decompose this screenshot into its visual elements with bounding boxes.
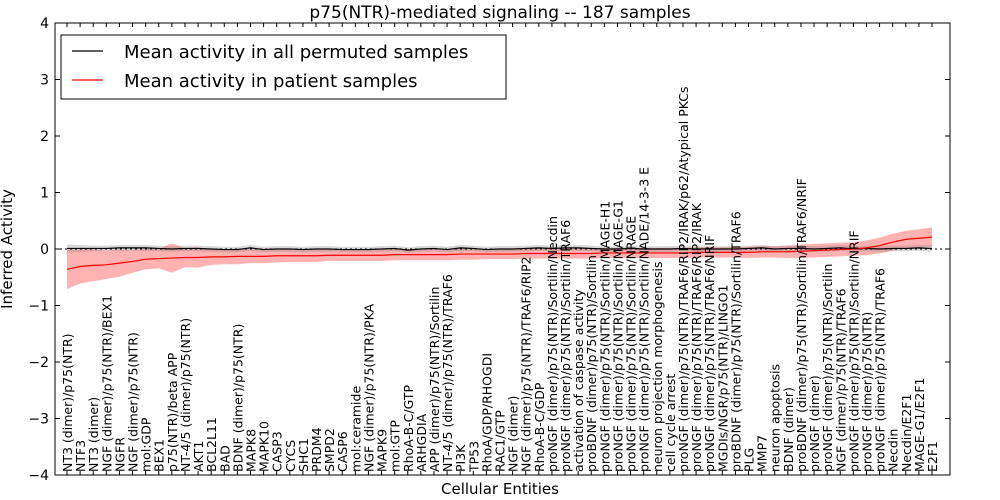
- x-tick-label: proNGF (dimer): [807, 375, 822, 472]
- x-tick-label: ARHGDIA: [414, 413, 429, 472]
- x-tick-label: BDNF (dimer)/p75(NTR): [230, 324, 245, 472]
- y-axis-label: Inferred Activity: [0, 189, 16, 309]
- x-tick-label: CASP3: [270, 431, 285, 472]
- x-tick-label: RhoA/GDP/RHOGDI: [479, 353, 494, 472]
- series-line-patient: [66, 236, 933, 270]
- x-tick-label: mol:GDP: [139, 417, 154, 472]
- x-tick-label: PI3K: [453, 444, 468, 472]
- y-tick-label: 1: [40, 186, 49, 202]
- x-tick-label: proBDNF (dimer)/p75(NTR)/Sortilin: [584, 255, 599, 472]
- x-tick-label: BCL2L11: [204, 417, 219, 472]
- x-tick-label: NGF (dimer)/p75(NTR)/TRAF6/RIP2: [519, 256, 534, 472]
- y-tick-label: 4: [40, 16, 49, 32]
- series-lines: [66, 236, 933, 270]
- x-tick-label: proNGF (dimer)/p75(NTR)/TRAF6/RIP2/IRAK/…: [676, 87, 691, 472]
- x-tick-label: proBDNF (dimer)/p75(NTR)/Sortilin/TRAF6: [728, 211, 743, 472]
- x-tick-label: NGF (dimer)/p75(NTR)/PKA: [361, 303, 376, 472]
- y-tick-label: 3: [40, 73, 49, 89]
- x-tick-label: Necdin: [886, 429, 901, 472]
- x-tick-label: NT3 (dimer): [86, 397, 101, 472]
- x-tick-label: proNGF (dimer)/p75(NTR): [859, 312, 874, 472]
- y-tick-label: 0: [40, 242, 49, 258]
- x-tick-label: NGF (dimer)/p75(NTR)/TRAF6: [833, 288, 848, 472]
- x-tick-label: proNGF (dimer)/p75(NTR)/Sortilin/Necdin: [545, 216, 560, 472]
- x-tick-label: MAGE-G1/E2F1: [912, 377, 927, 472]
- x-tick-label: Necdin/E2F1: [899, 394, 914, 472]
- y-tick-label: −2: [28, 355, 49, 371]
- y-tick-label: −3: [28, 412, 49, 428]
- x-tick-label: NT3 (dimer)/p75(NTR): [60, 333, 75, 472]
- x-tick-label: MAPK9: [375, 429, 390, 472]
- x-tick-label: TP53: [466, 441, 481, 473]
- x-tick-label: BAD: [217, 445, 232, 472]
- y-tick-label: −4: [28, 468, 49, 484]
- y-axis: 4 3 2 1 0 −1 −2 −3 −4: [28, 16, 950, 484]
- legend: Mean activity in all permuted samples Me…: [60, 34, 507, 100]
- x-tick-label: mol:GTP: [388, 420, 403, 472]
- legend-box: [60, 34, 507, 100]
- x-tick-label: SMPD2: [322, 428, 337, 472]
- x-tick-label: NGF (dimer)/p75(NTR)/BEX1: [99, 295, 114, 472]
- x-tick-label: proNGF (dimer)/p75(NTR)/Sortilin: [820, 264, 835, 472]
- x-tick-label: proNGF (dimer)/p75(NTR)/Sortilin/MAGE-G1: [610, 200, 625, 472]
- x-tick-label: NGF (dimer)/p75(NTR): [126, 332, 141, 472]
- x-tick-label: proNGF (dimer)/p75(NTR)/TRAF6/RIP2/IRAK: [689, 202, 704, 472]
- x-tick-label: proNGF (dimer)/p75(NTR)/Sortilin/NRIF: [846, 230, 861, 472]
- x-tick-label: proBDNF (dimer)/p75(NTR)/Sortilin/TRAF6/…: [794, 178, 809, 472]
- x-tick-label: neuron apoptosis: [768, 364, 783, 472]
- x-tick-label: CASP6: [335, 431, 350, 472]
- legend-label-patient: Mean activity in patient samples: [124, 71, 418, 92]
- x-tick-label: MMP7: [755, 435, 770, 472]
- x-tick-label: proNGF (dimer)/p75(NTR)/Sortilin/MAGE-H1: [597, 201, 612, 472]
- x-tick-label: proNGF (dimer)/p75(NTR)/TRAF6/NRIF: [702, 235, 717, 472]
- x-tick-label: SHC1: [296, 438, 311, 472]
- x-tick-label: AKT1: [191, 441, 206, 472]
- x-tick-label: NT-4/5 (dimer)/p75(NTR): [178, 318, 193, 472]
- x-tick-label: proNGF (dimer)/p75(NTR)/Sortilin/NRAGE: [624, 216, 639, 472]
- x-tick-label: PRDM4: [309, 427, 324, 472]
- x-tick-label: proNGF (dimer)/p75(NTR)/Sortilin/TRAF6: [558, 220, 573, 472]
- x-tick-label: NT-4/5 (dimer)/p75(NTR)/TRAF6: [440, 274, 455, 472]
- x-tick-label: BDNF (dimer): [781, 387, 796, 472]
- x-tick-label: RAC1/GTP: [493, 410, 508, 472]
- x-tick-label: MAPK8: [243, 429, 258, 472]
- band-patient-spread: [67, 227, 932, 290]
- x-tick-label: mol:ceramide: [348, 386, 363, 472]
- x-tick-label: cell cycle arrest: [663, 374, 678, 472]
- x-tick-label: E2F1: [925, 441, 940, 472]
- x-tick-label: NGF (dimer): [506, 396, 521, 472]
- x-tick-label: MGDIs/NGR/p75(NTR)/LINGO1: [715, 285, 730, 472]
- x-tick-label: PLG: [742, 448, 757, 472]
- y-tick-label: −1: [28, 299, 49, 315]
- series-line-permuted: [67, 247, 933, 251]
- y-tick-label: 2: [40, 129, 49, 145]
- x-tick-label: proNGF (dimer)/p75(NTR)/Sortilin/NADE/14…: [637, 167, 652, 472]
- x-tick-label: BEX1: [152, 439, 167, 472]
- x-tick-label: activation of caspase activity: [571, 289, 586, 472]
- x-tick-label: MAPK10: [257, 421, 272, 472]
- x-tick-label: p75(NTR)/beta APP: [165, 352, 180, 472]
- x-tick-label: RhoA-B-C/GDP: [532, 382, 547, 472]
- x-tick-label: NTF3: [73, 440, 88, 472]
- x-tick-label: CYCS: [283, 440, 298, 472]
- legend-label-permuted: Mean activity in all permuted samples: [124, 42, 468, 63]
- x-tick-label: RhoA-B-C/GTP: [401, 385, 416, 472]
- x-tick-label: APP (dimer)/p75(NTR)/Sortilin: [427, 287, 442, 472]
- x-tick-label: neuron projection morphogenesis: [650, 261, 665, 472]
- chart-title: p75(NTR)-mediated signaling -- 187 sampl…: [309, 3, 690, 23]
- x-axis: [66, 23, 933, 475]
- x-tick-label: NGFR: [112, 437, 127, 472]
- x-tick-label: proNGF (dimer)/p75(NTR)/TRAF6: [873, 268, 888, 472]
- x-axis-label: Cellular Entities: [441, 480, 559, 498]
